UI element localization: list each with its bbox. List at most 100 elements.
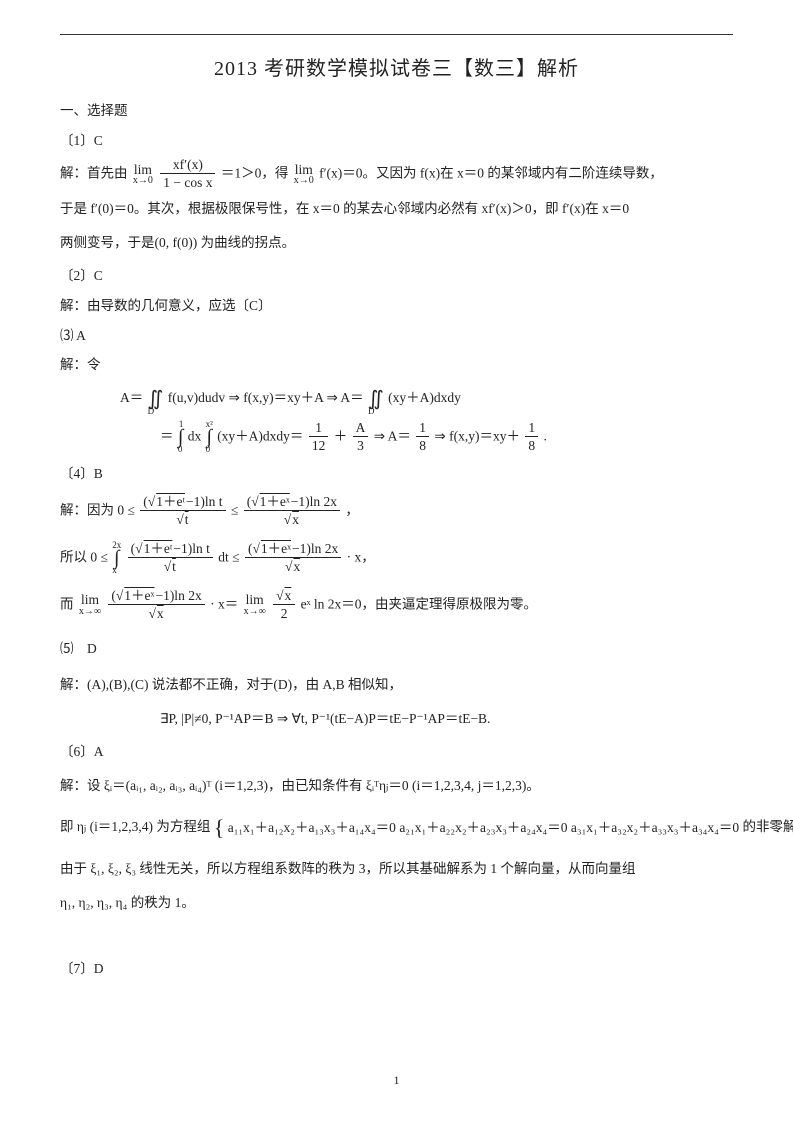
frac-den: √x bbox=[108, 605, 204, 623]
q7-number: 〔7〕D bbox=[60, 956, 733, 982]
frac-num: 1 bbox=[525, 420, 538, 437]
frac-den: √x bbox=[245, 558, 341, 576]
section-heading: 一、选择题 bbox=[60, 98, 733, 124]
rad: 1＋eᵗ bbox=[143, 541, 174, 556]
frac-den: 12 bbox=[309, 437, 329, 455]
pre: (√ bbox=[248, 541, 260, 556]
frac-den: √t bbox=[128, 558, 213, 576]
q4-line1: 解：因为 0 ≤ (√1＋eᵗ−1)ln t √t ≤ (√1＋eˣ−1)ln … bbox=[60, 494, 733, 529]
frac-den: 1 − cos x bbox=[160, 174, 215, 192]
q4-l2-a: 所以 0 ≤ bbox=[60, 549, 108, 564]
lim-sub: x→∞ bbox=[79, 607, 101, 617]
post: −1)ln 2x bbox=[291, 494, 337, 509]
eq2-g: . bbox=[543, 428, 546, 443]
q3-number: ⑶ A bbox=[60, 323, 733, 349]
frac-den: 8 bbox=[416, 437, 429, 455]
frac-den: 8 bbox=[525, 437, 538, 455]
frac-den: 2 bbox=[273, 605, 295, 623]
q4-line2: 所以 0 ≤ 2x ∫ x (√1＋eᵗ−1)ln t √t dt ≤ (√1＋… bbox=[60, 541, 733, 576]
pre: (√ bbox=[143, 494, 155, 509]
q4-l2-frac1: (√1＋eᵗ−1)ln t √t bbox=[128, 541, 213, 576]
q1-lim1: lim x→0 bbox=[133, 163, 153, 187]
frac-num: 1 bbox=[309, 420, 329, 437]
q4-l3-b: · x＝ bbox=[210, 596, 238, 611]
q1-lim2: lim x→0 bbox=[294, 163, 314, 187]
post: −1)ln t bbox=[173, 541, 210, 556]
frac-c: 1 8 bbox=[416, 420, 429, 455]
q2-line1: 解：由导数的几何意义，应选〔C〕 bbox=[60, 293, 733, 319]
lim-sub: x→0 bbox=[294, 176, 314, 186]
q1-line3: 两侧变号，于是(0, f(0)) 为曲线的拐点。 bbox=[60, 230, 733, 256]
q1-eq1: ＝1＞0，得 bbox=[221, 166, 289, 181]
lim-label: lim bbox=[294, 163, 314, 177]
lim-label: lim bbox=[133, 163, 153, 177]
eq-a: A＝ bbox=[120, 390, 143, 405]
q4-lim1: lim x→∞ bbox=[79, 593, 101, 617]
q4-l3-c: eˣ ln 2x＝0，由夹逼定理得原极限为零。 bbox=[301, 596, 537, 611]
q4-l2-b: dt ≤ bbox=[218, 549, 239, 564]
eq2-a: ＝ bbox=[160, 428, 174, 443]
q6-line4: η₁, η₂, η₃, η₄ 的秩为 1。 bbox=[60, 890, 733, 916]
q6-l2-a: 即 ηⱼ (i＝1,2,3,4) 为方程组 bbox=[60, 819, 210, 834]
eq-b: f(u,v)dudv ⇒ f(x,y)＝xy＋A ⇒ A＝ bbox=[168, 390, 364, 405]
frac-d: 1 8 bbox=[525, 420, 538, 455]
pre: √ bbox=[148, 606, 155, 621]
q4-l2-c: · x， bbox=[347, 549, 375, 564]
integral-3: 1 ∫ 0 bbox=[178, 420, 183, 454]
q4-l3-frac2: √x 2 bbox=[273, 588, 295, 623]
rad: 1＋eᵗ bbox=[155, 494, 186, 509]
post: −1)ln 2x bbox=[155, 588, 201, 603]
q5-line1: 解：(A),(B),(C) 说法都不正确，对于(D)，由 A,B 相似知， bbox=[60, 672, 733, 698]
frac-den: √t bbox=[140, 511, 225, 529]
q4-l3-a: 而 bbox=[60, 596, 74, 611]
eq2-e: ⇒ A＝ bbox=[374, 428, 411, 443]
rad: x bbox=[284, 588, 293, 603]
frac-den: 3 bbox=[353, 437, 369, 455]
eq-row-2: a₂₁x₁＋a₂₂x₂＋a₂₃x₃＋a₂₄x₄＝0 bbox=[399, 820, 567, 835]
rad: x bbox=[291, 512, 300, 527]
eq-row-3: a₃₁x₁＋a₃₂x₂＋a₃₃x₃＋a₃₄x₄＝0 bbox=[571, 820, 739, 835]
q1-frac1: xf′(x) 1 − cos x bbox=[160, 157, 215, 192]
pre: (√ bbox=[131, 541, 143, 556]
frac-num: (√1＋eˣ−1)ln 2x bbox=[244, 494, 340, 511]
eq-row-1: a₁₁x₁＋a₁₂x₂＋a₁₃x₃＋a₁₄x₄＝0 bbox=[228, 820, 396, 835]
q4-frac1: (√1＋eᵗ−1)ln t √t bbox=[140, 494, 225, 529]
frac-den: √x bbox=[244, 511, 340, 529]
eq2-b: dx bbox=[188, 428, 202, 443]
q4-l1-a: 解：因为 0 ≤ bbox=[60, 503, 135, 518]
q4-l1-c: ， bbox=[345, 503, 359, 518]
eq2-d: ＋ bbox=[334, 428, 348, 443]
post: −1)ln 2x bbox=[292, 541, 338, 556]
pre: (√ bbox=[111, 588, 123, 603]
frac-num: (√1＋eˣ−1)ln 2x bbox=[245, 541, 341, 558]
lim-sub: x→∞ bbox=[244, 607, 266, 617]
rad: t bbox=[171, 559, 177, 574]
rad: t bbox=[184, 512, 190, 527]
frac-num: (√1＋eᵗ−1)ln t bbox=[128, 541, 213, 558]
double-integral-1: ∬ D bbox=[148, 382, 164, 416]
frac-b: A 3 bbox=[353, 420, 369, 455]
q5-number: ⑸ D bbox=[60, 636, 733, 662]
page-number: 1 bbox=[0, 1069, 793, 1092]
integral-4: x² ∫ 0 bbox=[206, 420, 213, 454]
pre: (√ bbox=[247, 494, 259, 509]
q4-l1-b: ≤ bbox=[231, 503, 238, 518]
frac-num: 1 bbox=[416, 420, 429, 437]
rad: 1＋eˣ bbox=[123, 588, 155, 603]
lim-label: lim bbox=[79, 593, 101, 607]
lim-label: lim bbox=[244, 593, 266, 607]
q6-line2: 即 ηⱼ (i＝1,2,3,4) 为方程组 { a₁₁x₁＋a₁₂x₂＋a₁₃x… bbox=[60, 807, 733, 849]
q1-line1: 解：首先由 lim x→0 xf′(x) 1 − cos x ＝1＞0，得 li… bbox=[60, 157, 733, 192]
q4-number: 〔4〕B bbox=[60, 461, 733, 487]
equation-system: a₁₁x₁＋a₁₂x₂＋a₁₃x₃＋a₁₄x₄＝0 a₂₁x₁＋a₂₂x₂＋a₂… bbox=[228, 815, 739, 841]
q1-eq2: f′(x)＝0。又因为 f(x)在 x＝0 的某邻域内有二阶连续导数， bbox=[319, 166, 663, 181]
pre: √ bbox=[164, 559, 171, 574]
pre: √ bbox=[176, 512, 183, 527]
q4-line3: 而 lim x→∞ (√1＋eˣ−1)ln 2x √x · x＝ lim x→∞… bbox=[60, 588, 733, 623]
rad: 1＋eˣ bbox=[260, 541, 292, 556]
double-integral-2: ∬ D bbox=[368, 382, 384, 416]
rad: x bbox=[292, 559, 301, 574]
lim-sub: x→0 bbox=[133, 176, 153, 186]
pre: √ bbox=[276, 588, 283, 603]
page-title: 2013 考研数学模拟试卷三【数三】解析 bbox=[60, 50, 733, 88]
